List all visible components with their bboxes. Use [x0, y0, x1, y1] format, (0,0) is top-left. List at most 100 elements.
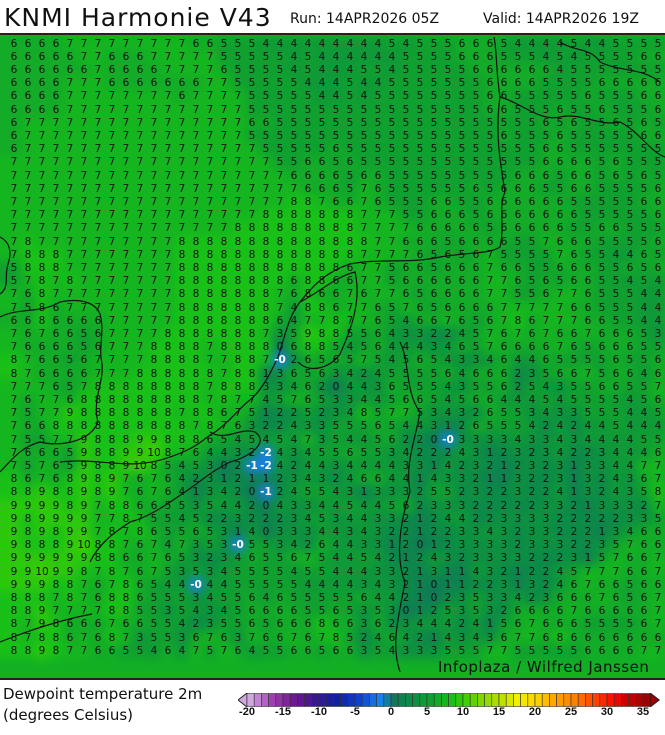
colorbar-cell	[412, 693, 421, 707]
field-cell	[636, 89, 652, 105]
field-cell	[0, 102, 8, 118]
field-cell	[146, 89, 162, 105]
colorbar-tick-label: -15	[275, 706, 291, 718]
field-cell	[300, 102, 316, 118]
field-cell	[314, 102, 330, 118]
colorbar-cell	[426, 693, 435, 707]
colorbar-cell	[405, 693, 413, 707]
field-cell	[398, 155, 414, 171]
field-cell	[272, 115, 288, 131]
grid-value: 7	[654, 644, 662, 657]
field-cell	[160, 155, 176, 171]
colorbar-cell	[282, 693, 291, 707]
field-cell	[34, 62, 50, 78]
field-cell	[580, 89, 596, 105]
field-cell	[20, 155, 36, 171]
field-cell	[398, 89, 414, 105]
field-cell	[258, 142, 274, 158]
field-cell	[454, 115, 470, 131]
field-cell	[356, 89, 372, 105]
field-cell	[650, 36, 665, 52]
field-cell	[286, 102, 302, 118]
field-cell	[552, 62, 568, 78]
colorbar-cell	[491, 693, 500, 707]
field-cell	[510, 36, 526, 52]
field-cell	[524, 49, 540, 65]
field-cell	[328, 89, 344, 105]
field-cell	[48, 76, 64, 92]
colorbar-cell	[477, 693, 485, 707]
field-cell	[342, 142, 358, 158]
field-cell	[216, 89, 232, 105]
field-cell	[650, 102, 665, 118]
colorbar-cell	[318, 693, 327, 707]
field-cell	[230, 76, 246, 92]
field-cell	[104, 142, 120, 158]
grid-value: 5	[654, 512, 662, 525]
field-cell	[146, 128, 162, 144]
field-cell	[300, 155, 316, 171]
colorbar-cell	[628, 693, 637, 707]
field-cell	[104, 89, 120, 105]
watermark: Infoplaza / Wilfred Janssen	[438, 658, 650, 676]
grid-value: 6	[654, 393, 662, 406]
field-cell	[552, 36, 568, 52]
field-cell	[440, 89, 456, 105]
field-cell	[370, 102, 386, 118]
field-cell	[202, 128, 218, 144]
field-cell	[342, 89, 358, 105]
field-cell	[524, 115, 540, 131]
field-cell	[48, 115, 64, 131]
field-cell	[356, 102, 372, 118]
colorbar-cell	[635, 693, 644, 707]
colorbar-cell	[311, 693, 320, 707]
grid-value: 7	[654, 380, 662, 393]
field-cell	[90, 142, 106, 158]
field-cell	[216, 36, 232, 52]
field-cell	[48, 142, 64, 158]
field-cell	[300, 128, 316, 144]
field-cell	[552, 142, 568, 158]
grid-value: 7	[654, 605, 662, 618]
field-cell	[622, 76, 638, 92]
grid-value: 5	[654, 169, 662, 182]
field-cell	[286, 62, 302, 78]
field-cell	[426, 115, 442, 131]
field-cell	[160, 115, 176, 131]
field-cell	[230, 115, 246, 131]
field-cell	[132, 128, 148, 144]
grid-value: 6	[654, 129, 662, 142]
field-cell	[0, 115, 8, 131]
field-cell	[426, 155, 442, 171]
field-cell	[384, 49, 400, 65]
field-cell	[608, 142, 624, 158]
field-cell	[454, 155, 470, 171]
grid-value: 5	[654, 143, 662, 156]
colorbar-cell	[577, 693, 586, 707]
field-cell	[328, 102, 344, 118]
field-cell	[622, 49, 638, 65]
field-cell	[314, 89, 330, 105]
field-cell	[300, 142, 316, 158]
field-cell	[48, 36, 64, 52]
field-cell	[566, 62, 582, 78]
field-cell	[174, 89, 190, 105]
field-cell	[440, 76, 456, 92]
colorbar-cell	[325, 693, 334, 707]
field-cell	[426, 49, 442, 65]
field-cell	[160, 89, 176, 105]
field-cell	[62, 155, 78, 171]
field-cell	[356, 49, 372, 65]
field-cell	[76, 62, 92, 78]
field-cell	[622, 36, 638, 52]
field-cell	[328, 76, 344, 92]
grid-value: 7	[654, 459, 662, 472]
field-cell	[496, 128, 512, 144]
grid-value: 7	[654, 499, 662, 512]
colorbar-cell	[246, 693, 255, 707]
colorbar-tick-label: 10	[456, 706, 470, 718]
grid-value: 5	[654, 433, 662, 446]
field-cell	[0, 155, 8, 171]
field-cell	[468, 142, 484, 158]
